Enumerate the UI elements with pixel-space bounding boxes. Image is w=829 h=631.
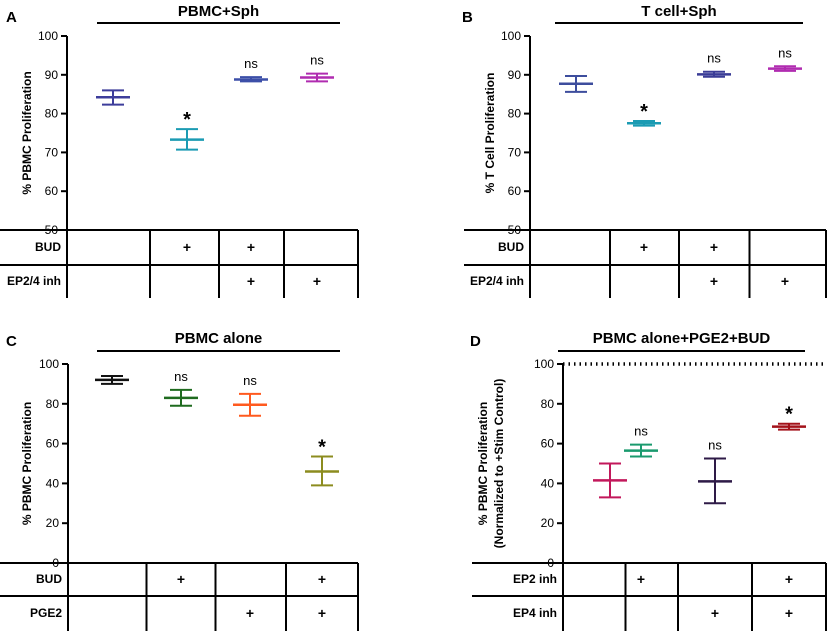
significance-star: * bbox=[318, 437, 326, 459]
y-tick-label: 80 bbox=[46, 397, 60, 411]
y-tick-label: 80 bbox=[45, 107, 59, 121]
table-row-label: EP2/4 inh bbox=[7, 274, 61, 288]
data-point-group: * bbox=[627, 101, 661, 127]
panel-title: PBMC+Sph bbox=[178, 3, 259, 20]
y-axis-label: % T Cell Proliferation bbox=[483, 73, 497, 194]
y-axis-label: % PBMC Proliferation bbox=[20, 402, 34, 525]
significance-ns: ns bbox=[174, 369, 188, 384]
table-plus-mark: + bbox=[785, 571, 793, 587]
data-point-group: ns bbox=[697, 51, 731, 78]
significance-star: * bbox=[785, 404, 793, 426]
table-row-label: BUD bbox=[498, 240, 524, 254]
table-plus-mark: + bbox=[781, 273, 789, 289]
significance-ns: ns bbox=[707, 51, 721, 66]
y-tick-label: 90 bbox=[45, 68, 59, 82]
y-tick-label: 100 bbox=[38, 29, 58, 43]
y-tick-label: 90 bbox=[508, 68, 522, 82]
y-tick-label: 100 bbox=[534, 357, 554, 371]
table-plus-mark: + bbox=[318, 605, 326, 621]
data-point-group bbox=[95, 374, 129, 385]
significance-ns: ns bbox=[708, 438, 722, 453]
y-axis-label: % PBMC Proliferation bbox=[476, 402, 490, 525]
y-tick-label: 100 bbox=[501, 29, 521, 43]
data-point-group: * bbox=[772, 404, 806, 431]
y-tick-label: 70 bbox=[508, 145, 522, 159]
significance-star: * bbox=[183, 109, 191, 131]
table-plus-mark: + bbox=[710, 239, 718, 255]
y-axis-label-2: (Normalized to +Stim Control) bbox=[492, 379, 506, 549]
data-point-group: ns bbox=[768, 45, 802, 72]
y-tick-label: 60 bbox=[508, 184, 522, 198]
significance-ns: ns bbox=[310, 53, 324, 68]
panel-letter: B bbox=[462, 9, 473, 26]
data-point-group bbox=[96, 89, 130, 106]
data-point-group: * bbox=[305, 437, 339, 487]
table-plus-mark: + bbox=[637, 571, 645, 587]
data-point-group: ns bbox=[300, 53, 334, 83]
data-point-group: ns bbox=[698, 438, 732, 505]
table-plus-mark: + bbox=[177, 571, 185, 587]
table-row-label: PGE2 bbox=[30, 606, 62, 620]
data-point-group: ns bbox=[624, 424, 658, 458]
panel-letter: A bbox=[6, 9, 17, 26]
significance-ns: ns bbox=[243, 373, 257, 388]
significance-star: * bbox=[640, 101, 648, 123]
table-plus-mark: + bbox=[318, 571, 326, 587]
table-row-label: EP2/4 inh bbox=[470, 274, 524, 288]
panel-title: PBMC alone bbox=[175, 330, 263, 347]
y-tick-label: 80 bbox=[508, 107, 522, 121]
y-tick-label: 40 bbox=[541, 476, 555, 490]
panel-title: PBMC alone+PGE2+BUD bbox=[593, 330, 771, 347]
data-point-group: ns bbox=[164, 369, 198, 407]
table-plus-mark: + bbox=[247, 239, 255, 255]
y-tick-label: 20 bbox=[46, 516, 60, 530]
y-tick-label: 70 bbox=[45, 145, 59, 159]
data-point-group: ns bbox=[234, 56, 268, 83]
table-row-label: BUD bbox=[35, 240, 61, 254]
y-tick-label: 20 bbox=[541, 516, 555, 530]
significance-ns: ns bbox=[634, 424, 648, 439]
table-row-label: EP4 inh bbox=[513, 606, 557, 620]
table-plus-mark: + bbox=[785, 605, 793, 621]
y-tick-label: 40 bbox=[46, 476, 60, 490]
data-point-group bbox=[593, 462, 627, 499]
y-tick-label: 60 bbox=[541, 437, 555, 451]
table-plus-mark: + bbox=[183, 239, 191, 255]
panel-title: T cell+Sph bbox=[641, 3, 716, 20]
y-tick-label: 100 bbox=[39, 357, 59, 371]
data-point-group bbox=[559, 74, 593, 93]
significance-ns: ns bbox=[244, 56, 258, 71]
panel-letter: D bbox=[470, 333, 481, 350]
data-point-group: * bbox=[170, 109, 204, 151]
data-point-group: ns bbox=[233, 373, 267, 417]
table-plus-mark: + bbox=[640, 239, 648, 255]
table-plus-mark: + bbox=[246, 605, 254, 621]
y-axis-label: % PBMC Proliferation bbox=[20, 71, 34, 194]
table-plus-mark: + bbox=[711, 605, 719, 621]
y-tick-label: 60 bbox=[45, 184, 59, 198]
panel-letter: C bbox=[6, 333, 17, 350]
y-tick-label: 80 bbox=[541, 397, 555, 411]
y-tick-label: 60 bbox=[46, 437, 60, 451]
table-plus-mark: + bbox=[313, 273, 321, 289]
significance-ns: ns bbox=[778, 45, 792, 60]
table-plus-mark: + bbox=[247, 273, 255, 289]
table-plus-mark: + bbox=[710, 273, 718, 289]
table-row-label: BUD bbox=[36, 572, 62, 586]
table-row-label: EP2 inh bbox=[513, 572, 557, 586]
